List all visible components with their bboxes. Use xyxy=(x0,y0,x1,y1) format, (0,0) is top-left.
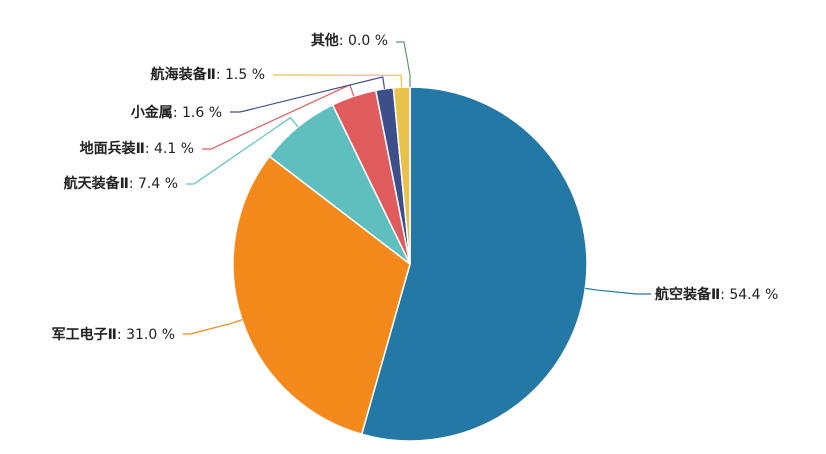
leader-line xyxy=(202,83,355,150)
slice-label: 航海装备Ⅱ: 1.5 % xyxy=(151,66,265,83)
slice-label-value: : 0.0 % xyxy=(339,33,388,49)
slice-label: 航空装备Ⅱ: 54.4 % xyxy=(655,286,778,303)
slice-label-name: 航天装备Ⅱ xyxy=(64,175,129,192)
pie-slice xyxy=(360,86,588,442)
slice-label: 地面兵装Ⅱ: 4.1 % xyxy=(80,140,194,157)
leader-line xyxy=(230,76,386,113)
slice-label-name: 其他 xyxy=(311,32,339,49)
slice-label: 航天装备Ⅱ: 7.4 % xyxy=(64,175,178,192)
slice-label-name: 军工电子Ⅱ xyxy=(52,326,117,343)
slice-label-value: : 31.0 % xyxy=(117,327,175,343)
leader-line xyxy=(273,74,403,88)
slice-label-value: : 54.4 % xyxy=(720,287,778,303)
slice-label: 小金属: 1.6 % xyxy=(131,104,222,121)
slice-label-name: 航空装备Ⅱ xyxy=(655,286,720,303)
slice-label-name: 航海装备Ⅱ xyxy=(151,66,216,83)
slice-label-name: 小金属 xyxy=(131,104,173,121)
slice-label: 军工电子Ⅱ: 31.0 % xyxy=(52,326,175,343)
leader-line xyxy=(183,319,243,335)
slice-labels: 航空装备Ⅱ: 54.4 % 军工电子Ⅱ: 31.0 % 航天装备Ⅱ: 7.4 % 地面… xyxy=(52,32,779,343)
slice-label-name: 地面兵装Ⅱ xyxy=(80,140,145,157)
slice-label-value: : 1.5 % xyxy=(216,67,265,83)
slice-label-value: : 4.1 % xyxy=(145,141,194,157)
slice-label-value: : 1.6 % xyxy=(173,105,222,121)
leader-line xyxy=(396,41,411,87)
leader-lines xyxy=(183,41,651,335)
pie-slices xyxy=(232,86,588,442)
slice-label: 其他: 0.0 % xyxy=(311,32,388,49)
leader-line xyxy=(585,287,651,295)
leader-line xyxy=(186,116,299,185)
slice-label-value: : 7.4 % xyxy=(129,176,178,192)
pie-slice xyxy=(232,155,411,436)
